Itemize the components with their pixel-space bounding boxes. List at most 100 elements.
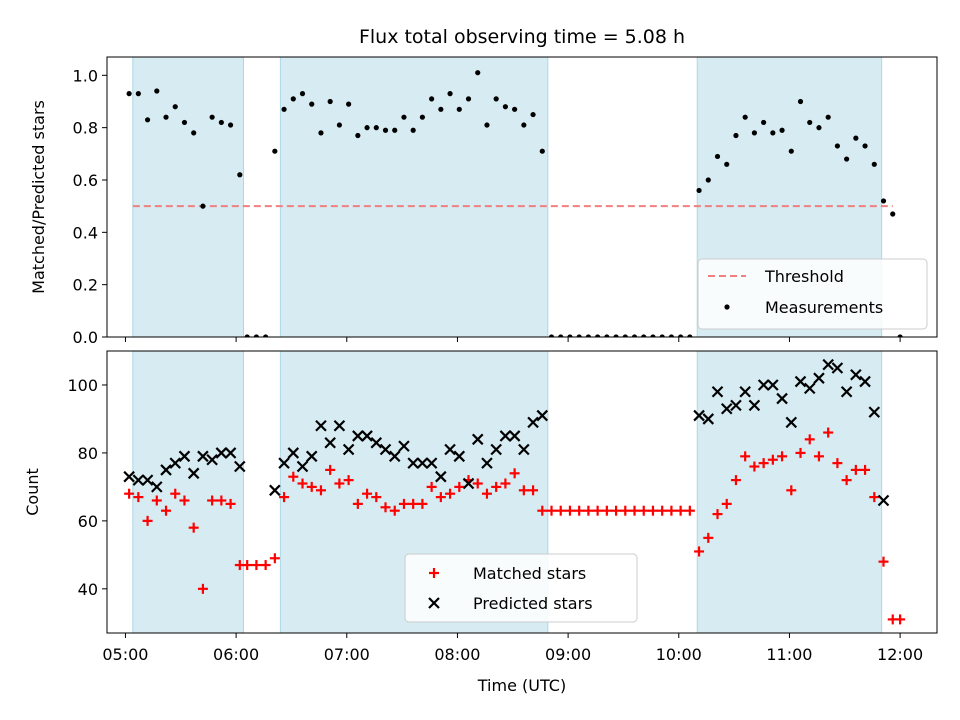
matched-star-point (179, 495, 190, 506)
measurement-point (355, 132, 361, 139)
matched-star-point (777, 451, 788, 462)
y-tick-label: 0.6 (73, 171, 98, 190)
predicted-star-point (178, 450, 191, 463)
matched-star-point (564, 505, 575, 516)
matched-star-point (758, 458, 769, 469)
shaded-interval (132, 351, 244, 633)
measurement-point (558, 334, 564, 337)
matched-star-point (638, 505, 649, 516)
measurement-point (622, 334, 628, 337)
matched-star-point (509, 468, 520, 479)
matched-star-point (620, 505, 631, 516)
measurement-point (336, 122, 342, 128)
measurement-point (392, 127, 398, 133)
matched-star-point (684, 505, 695, 516)
matched-star-point (537, 505, 548, 516)
predicted-star-point (527, 416, 539, 429)
legend-measurement-swatch (724, 304, 730, 310)
predicted-star-point (748, 399, 761, 412)
matched-star-point (435, 492, 446, 503)
predicted-star-point (215, 447, 228, 459)
matched-star-point (629, 505, 640, 516)
matched-star-point (251, 560, 262, 571)
measurement-point (576, 334, 582, 337)
predicted-star-point (435, 470, 447, 483)
predicted-star-point (776, 392, 788, 405)
legend-matched-swatch (429, 568, 439, 578)
predicted-star-point (813, 372, 825, 384)
legend-box (697, 258, 928, 330)
matched-star-point (528, 485, 539, 496)
predicted-star-point (730, 399, 742, 412)
measurement-point (227, 122, 234, 128)
predicted-star-point (269, 484, 281, 497)
predicted-star-point (324, 436, 336, 449)
matched-star-point (721, 498, 732, 509)
measurement-point (825, 114, 831, 120)
measurement-point (172, 104, 178, 110)
matched-star-point (188, 522, 199, 533)
matched-star-point (730, 475, 741, 486)
measurement-point (641, 334, 647, 337)
y-tick-label: 0.8 (73, 119, 98, 138)
measurement-point (512, 106, 518, 112)
x-tick-label: 07:00 (324, 645, 370, 664)
measurement-point (797, 98, 804, 105)
measurement-point (521, 122, 527, 128)
predicted-star-point (141, 474, 154, 486)
measurement-point (364, 125, 370, 131)
x-tick-label: 09:00 (545, 645, 591, 664)
measurement-point (456, 106, 462, 112)
matched-star-point (170, 488, 181, 499)
measurement-point (631, 334, 638, 337)
matched-star-point (260, 560, 271, 571)
predicted-star-point (462, 477, 475, 490)
measurement-point (761, 119, 767, 126)
predicted-star-point (711, 385, 724, 398)
predicted-star-point (234, 460, 246, 473)
predicted-star-point (425, 457, 438, 469)
measurement-point (373, 125, 379, 131)
matched-star-point (279, 492, 290, 503)
predicted-star-point (398, 440, 410, 452)
measurement-point (237, 172, 243, 178)
matched-star-point (666, 505, 677, 516)
x-tick-label: 06:00 (213, 645, 259, 664)
matched-star-point (481, 488, 492, 499)
measurement-point (816, 125, 822, 131)
matched-star-point (352, 498, 363, 509)
matched-star-point (767, 454, 778, 465)
measurement-point (163, 114, 169, 120)
measurement-point (209, 114, 215, 120)
matched-star-point (142, 515, 153, 526)
measurement-point (687, 334, 693, 337)
matched-star-point (804, 434, 815, 445)
predicted-star-point (315, 419, 327, 432)
measurement-point (281, 106, 287, 112)
predicted-star-point (720, 402, 733, 415)
matched-star-point (860, 464, 871, 475)
measurement-point (135, 91, 141, 97)
matched-star-point (786, 485, 797, 496)
matched-star-point (647, 505, 658, 516)
measurement-point (595, 334, 601, 337)
measurement-point (318, 130, 324, 136)
measurement-point (410, 127, 416, 133)
measurement-point (548, 334, 555, 337)
measurement-point (200, 203, 206, 209)
matched-star-point (500, 478, 511, 489)
matched-star-point (315, 485, 326, 496)
matched-star-point (491, 481, 502, 492)
matched-star-point (417, 498, 428, 509)
measurement-point (263, 334, 269, 337)
predicted-star-point (490, 443, 502, 456)
predicted-star-point (197, 450, 209, 463)
predicted-star-point (508, 430, 521, 442)
matched-star-point (161, 505, 172, 516)
predicted-star-point (123, 470, 135, 483)
matched-star-point (740, 451, 751, 462)
measurement-point (770, 130, 776, 136)
predicted-star-point (453, 450, 466, 463)
bottom-plot-area (123, 358, 906, 625)
measurement-point (862, 143, 868, 149)
